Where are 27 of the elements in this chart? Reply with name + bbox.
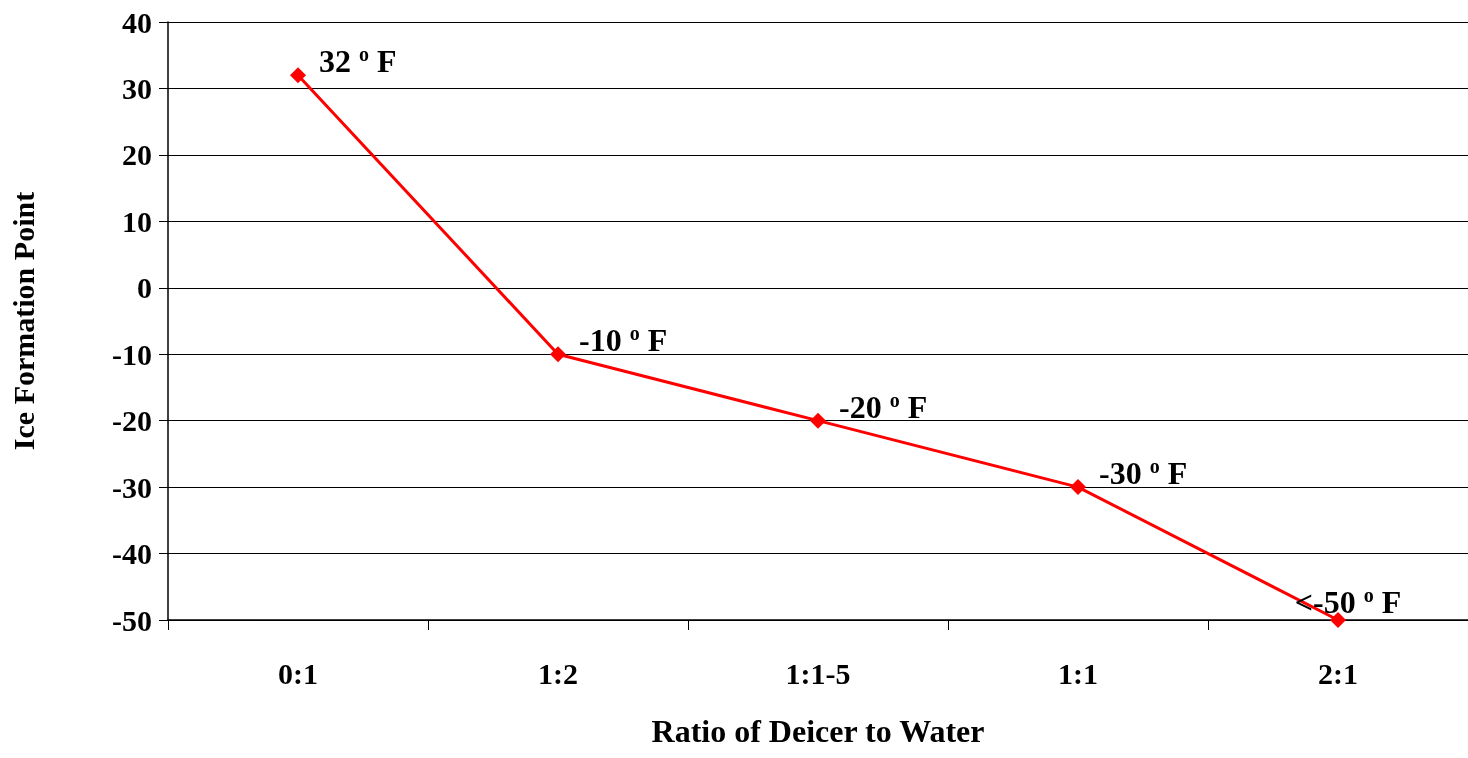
point [810, 412, 826, 429]
x-tick-label: 2:1 [1318, 656, 1358, 690]
y-tick-label: -50 [112, 603, 152, 637]
data-label: -20 o F [839, 388, 928, 425]
x-tick-label: 1:1-5 [785, 656, 851, 690]
y-axis-title: Ice Formation Point [6, 191, 40, 451]
y-tick-label: -20 [112, 404, 152, 438]
x-tick-label: 0:1 [278, 656, 318, 690]
data-label: 32 o F [319, 43, 397, 80]
y-tick-label: 0 [137, 271, 152, 305]
data-label: <-50 o F [1294, 584, 1402, 620]
point [290, 67, 306, 84]
data-label: -10 o F [579, 322, 668, 359]
y-tick-label: 20 [122, 138, 152, 172]
y-tick-label: -10 [112, 337, 152, 371]
x-tick-label: 1:2 [538, 656, 578, 690]
point [550, 346, 566, 363]
x-axis-title: Ratio of Deicer to Water [651, 713, 985, 749]
y-tick-label: 40 [122, 5, 152, 39]
data-label: -30 o F [1099, 455, 1188, 492]
x-tick-label: 1:1 [1058, 656, 1098, 690]
y-tick-label: -40 [112, 537, 152, 571]
point [1330, 612, 1346, 628]
y-tick-label: -30 [112, 470, 152, 504]
point [1070, 479, 1086, 496]
y-tick-label: 30 [122, 71, 152, 105]
y-tick-label: 10 [122, 204, 152, 238]
